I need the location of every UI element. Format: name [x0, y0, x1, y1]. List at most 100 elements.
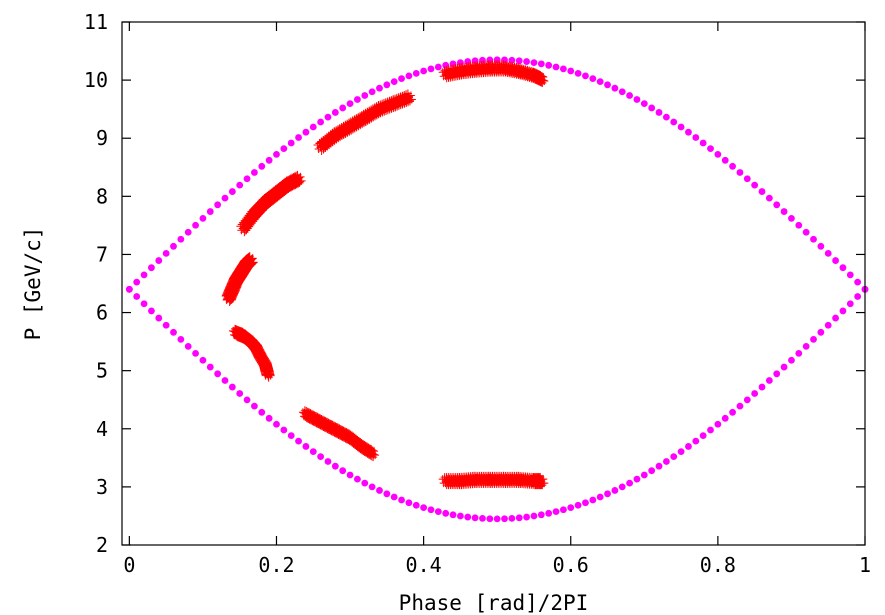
particle-point: [247, 260, 256, 269]
separatrix-point: [427, 65, 435, 73]
particle-cluster: [229, 324, 275, 382]
separatrix-point: [140, 300, 148, 308]
particle-point: [371, 451, 380, 460]
particle-point: [536, 70, 545, 79]
separatrix-point: [780, 363, 788, 371]
separatrix-point: [765, 194, 773, 202]
separatrix-point: [258, 408, 266, 416]
x-tick-label: 0: [123, 553, 135, 577]
separatrix-point: [582, 499, 589, 507]
separatrix-point: [501, 515, 508, 523]
separatrix-point: [412, 501, 420, 509]
separatrix-point: [846, 300, 854, 308]
separatrix-point: [832, 257, 839, 264]
separatrix-point: [788, 214, 795, 222]
separatrix-point: [574, 69, 582, 77]
separatrix-point: [155, 257, 163, 264]
separatrix-point: [832, 314, 839, 322]
separatrix-point: [714, 420, 722, 428]
particle-point: [264, 373, 273, 382]
separatrix-point: [523, 513, 531, 521]
separatrix-point: [618, 483, 626, 491]
separatrix-point: [604, 81, 611, 89]
separatrix-point: [339, 104, 347, 112]
separatrix-point: [368, 483, 376, 491]
separatrix-point: [773, 370, 781, 378]
particle-point: [405, 97, 414, 106]
separatrix-point: [140, 271, 148, 279]
y-tick-label: 8: [96, 184, 108, 208]
separatrix-point: [589, 75, 597, 83]
separatrix-point: [640, 471, 648, 479]
separatrix-point: [258, 162, 266, 170]
separatrix-point: [751, 181, 759, 189]
separatrix-point: [596, 78, 604, 86]
separatrix-point: [405, 499, 413, 507]
y-tick-label: 7: [96, 242, 108, 266]
separatrix-point: [729, 408, 736, 416]
separatrix-point: [368, 88, 376, 96]
separatrix-point: [685, 443, 692, 450]
separatrix-point: [692, 437, 700, 445]
particle-point: [534, 72, 543, 81]
separatrix-point: [736, 402, 744, 410]
separatrix-point: [280, 145, 288, 153]
particle-point: [538, 78, 547, 87]
separatrix-point: [412, 69, 420, 77]
separatrix-point: [567, 67, 575, 75]
separatrix-point: [707, 145, 714, 153]
particle-point: [536, 473, 545, 482]
x-axis-label: Phase [rad]/2PI: [399, 591, 589, 615]
separatrix-point: [287, 139, 295, 147]
separatrix-point: [537, 511, 545, 519]
separatrix-point: [486, 515, 494, 523]
separatrix-point: [655, 462, 663, 470]
y-tick-label: 2: [96, 533, 108, 557]
particle-point: [262, 365, 271, 374]
separatrix-point: [273, 150, 280, 158]
separatrix-point: [545, 509, 553, 517]
particle-point: [407, 95, 416, 104]
separatrix-point: [846, 271, 854, 279]
x-tick-label: 0.4: [406, 553, 442, 577]
particle-point: [295, 178, 304, 187]
separatrix-point: [515, 57, 523, 65]
particle-cluster: [313, 89, 416, 155]
particle-point: [403, 89, 412, 98]
separatrix-point: [699, 432, 707, 440]
separatrix-point: [331, 462, 339, 470]
separatrix-point: [729, 162, 736, 170]
separatrix-point: [376, 84, 383, 92]
separatrix-point: [810, 235, 817, 243]
separatrix-point: [552, 63, 560, 71]
particle-cluster: [221, 252, 258, 307]
separatrix-point: [824, 250, 832, 257]
separatrix-point: [648, 467, 656, 475]
separatrix-point: [758, 383, 766, 391]
separatrix-point: [567, 504, 575, 512]
particle-point: [517, 66, 526, 75]
separatrix-point: [427, 506, 435, 514]
separatrix-point: [405, 72, 413, 80]
separatrix-point: [280, 426, 288, 434]
separatrix-point: [346, 471, 354, 479]
separatrix-point: [309, 123, 317, 131]
separatrix-point: [707, 426, 714, 434]
separatrix-point: [155, 314, 163, 322]
separatrix-point: [302, 443, 310, 450]
separatrix-point: [685, 128, 692, 136]
separatrix-point: [626, 479, 633, 487]
separatrix-point: [361, 479, 369, 487]
separatrix-point: [192, 221, 199, 229]
particle-point: [519, 67, 528, 76]
separatrix-point: [596, 493, 604, 501]
separatrix-point: [765, 377, 773, 384]
separatrix-point: [133, 293, 141, 300]
particle-point: [540, 76, 549, 85]
separatrix-point: [604, 490, 611, 498]
separatrix-point: [780, 208, 788, 215]
separatrix-point: [493, 56, 501, 64]
particle-point: [363, 446, 372, 455]
separatrix-point: [390, 493, 398, 501]
